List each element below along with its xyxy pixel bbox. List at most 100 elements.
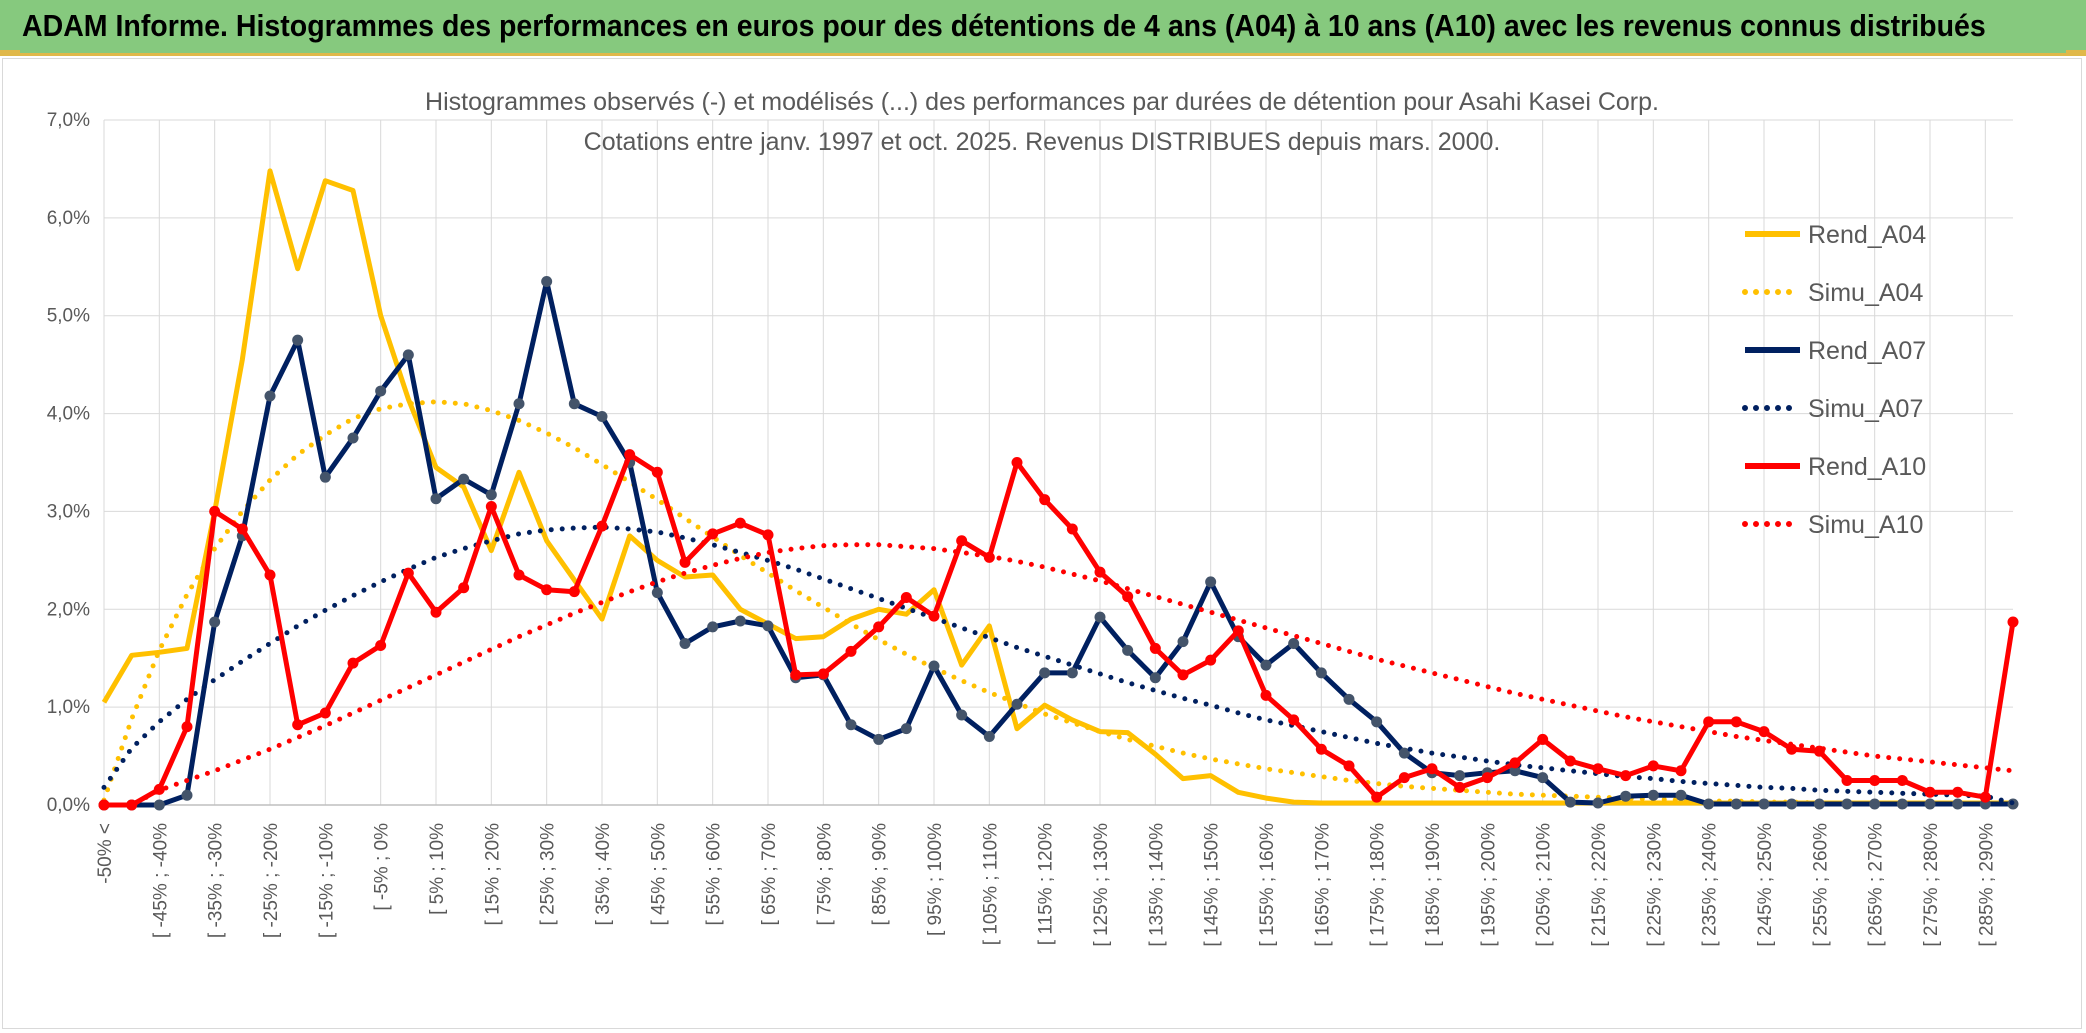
legend-label-rend-a07: Rend_A07 xyxy=(1808,337,1926,365)
rend-a10-point xyxy=(928,610,940,622)
x-tick-label: [ 245% ; 250% xyxy=(1755,823,1776,947)
rend-a10-point xyxy=(568,586,580,598)
rend-a07-point xyxy=(264,390,276,402)
rend-a10-point xyxy=(1647,760,1659,772)
series-lines xyxy=(98,168,2019,811)
x-tick-label: [ 35% ; 40% xyxy=(593,823,614,926)
rend-a07-point xyxy=(319,471,331,483)
x-tick-label: [ 255% ; 260% xyxy=(1810,823,1831,947)
rend-a10-point xyxy=(1122,591,1134,603)
rend-a07-point xyxy=(541,275,553,287)
x-tick-label: [ 15% ; 20% xyxy=(482,823,503,926)
x-tick-label: [ 155% ; 160% xyxy=(1257,823,1278,947)
rend-a10-point xyxy=(292,719,304,731)
rend-a10-point xyxy=(1869,775,1881,787)
rend-a10-point xyxy=(1564,755,1576,767)
rend-a07-point xyxy=(1564,796,1576,808)
y-tick-label: 3,0% xyxy=(47,501,90,522)
rend-a10-point xyxy=(900,592,912,604)
report-title: ADAM Informe. Histogrammes des performan… xyxy=(22,8,1986,43)
rend-a07-point xyxy=(1509,765,1521,777)
banner-corner-left xyxy=(0,50,20,56)
rend-a07-point xyxy=(1011,698,1023,710)
y-tick-label: 2,0% xyxy=(47,599,90,620)
x-tick-label: [ 165% ; 170% xyxy=(1312,823,1333,947)
rend-a10-point xyxy=(707,528,719,540)
rend-a10-point xyxy=(402,567,414,579)
rend-a07-point xyxy=(1177,636,1189,648)
x-tick-label: [ -45% ; -40% xyxy=(150,823,171,938)
rend-a07-point xyxy=(1205,576,1217,588)
legend-label-simu-a04: Simu_A04 xyxy=(1808,279,1923,307)
x-tick-label: [ 265% ; 270% xyxy=(1866,823,1887,947)
x-tick-label: [ -15% ; -10% xyxy=(316,823,337,938)
x-tick-label: [ 145% ; 150% xyxy=(1202,823,1223,947)
rend-a10-point xyxy=(1924,786,1936,798)
rend-a10-point xyxy=(513,569,525,581)
rend-a07-point xyxy=(1647,789,1659,801)
chart-legend: Rend_A04 Simu_A04 Rend_A07 Simu_A07 Rend_A10… xyxy=(1742,221,1926,539)
rend-a07-point xyxy=(873,733,885,745)
rend-a10-point xyxy=(1509,757,1521,769)
rend-a10-point xyxy=(651,466,663,478)
rend-a10-line xyxy=(104,452,2016,808)
rend-a07-point xyxy=(1841,798,1853,810)
rend-a10-point xyxy=(1979,791,1991,803)
rend-a07-point xyxy=(1454,770,1466,782)
rend-a07-point xyxy=(928,660,940,672)
rend-a10-point xyxy=(1786,743,1798,755)
rend-a10-point xyxy=(762,529,774,541)
rend-a10-point xyxy=(1758,726,1770,738)
x-tick-label: [ 95% ; 100% xyxy=(925,823,946,936)
x-tick-label: [ 115% ; 120% xyxy=(1036,823,1057,945)
rend-a10-point xyxy=(873,621,885,633)
rend-a07-point xyxy=(956,709,968,721)
rend-a07-point xyxy=(1924,798,1936,810)
x-tick-label: [ 285% ; 290% xyxy=(1976,823,1997,947)
rend-a10-point xyxy=(1426,763,1438,775)
x-tick-label: [ 275% ; 280% xyxy=(1921,823,1942,947)
simu-a07-line xyxy=(101,524,2016,806)
x-tick-label: [ 125% ; 130% xyxy=(1091,823,1112,947)
rend-a10-point xyxy=(679,556,691,568)
rend-a10-point xyxy=(956,535,968,547)
x-axis-ticks: -50% < [ -45% ; -40% [ -35% ; -30% [ -25% ;… xyxy=(95,823,1997,947)
rend-a10-point xyxy=(1177,669,1189,681)
rend-a07-point xyxy=(1094,611,1106,623)
rend-a10-point xyxy=(1205,654,1217,666)
x-tick-label: [ 25% ; 30% xyxy=(538,823,559,926)
rend-a07-point xyxy=(485,489,497,501)
chart-title: Histogrammes observés (-) et modélisés (… xyxy=(425,88,1659,116)
rend-a10-point xyxy=(790,669,802,681)
rend-a10-point xyxy=(1260,689,1272,701)
rend-a07-point xyxy=(983,731,995,742)
rend-a07-point xyxy=(1786,798,1798,810)
rend-a07-point xyxy=(762,620,774,632)
x-tick-label: [ 175% ; 180% xyxy=(1368,823,1389,947)
rend-a07-point xyxy=(568,398,580,410)
rend-a07-point xyxy=(707,621,719,633)
rend-a07-point xyxy=(430,493,442,505)
rend-a10-point xyxy=(2007,616,2019,628)
rend-a10-point xyxy=(1149,642,1161,654)
rend-a07-point xyxy=(181,789,193,801)
rend-a07-point xyxy=(679,638,691,650)
chart-subtitle: Cotations entre janv. 1997 et oct. 2025.… xyxy=(584,128,1501,156)
rend-a07-point xyxy=(1260,659,1272,671)
rend-a07-point xyxy=(1896,798,1908,810)
rend-a10-point xyxy=(1620,770,1632,782)
x-tick-label: [ 205% ; 210% xyxy=(1534,823,1555,947)
rend-a07-point xyxy=(845,719,857,731)
rend-a07-point xyxy=(1149,672,1161,684)
rend-a07-point xyxy=(1315,667,1327,679)
rend-a10-point xyxy=(1896,775,1908,787)
rend-a07-point xyxy=(1122,644,1134,656)
rend-a10-point xyxy=(1537,733,1549,745)
report-banner: ADAM Informe. Histogrammes des performan… xyxy=(0,0,2086,56)
rend-a07-point xyxy=(1869,798,1881,810)
x-tick-label: -50% < xyxy=(95,823,116,884)
rend-a10-point xyxy=(541,584,553,596)
x-tick-label: [ 45% ; 50% xyxy=(648,823,669,926)
rend-a10-point xyxy=(1039,494,1051,506)
